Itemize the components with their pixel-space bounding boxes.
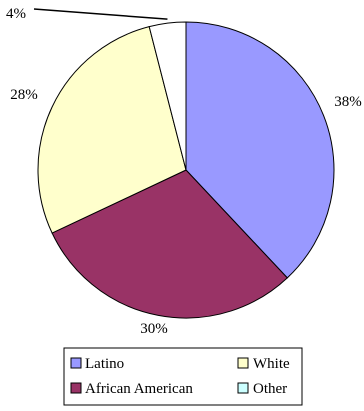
legend-swatch-latino xyxy=(70,357,82,369)
legend-label-latino: Latino xyxy=(85,356,124,372)
slice-label-other: 4% xyxy=(6,6,26,22)
legend-swatch-white xyxy=(237,357,249,369)
slice-label-african-american: 30% xyxy=(140,321,168,337)
legend-label-white: White xyxy=(253,356,290,372)
legend-label-other: Other xyxy=(253,381,287,397)
pie-slice-african-american xyxy=(51,169,289,319)
leader-line-other xyxy=(33,8,168,20)
legend-swatch-african-american xyxy=(70,382,82,394)
legend: Latino White African American Other xyxy=(63,347,303,406)
pie-slice-white xyxy=(37,26,187,234)
slice-labels: 38% 30% 28% 4% xyxy=(6,6,362,337)
pie-slice-latino xyxy=(185,21,335,279)
slice-label-latino: 38% xyxy=(334,94,362,110)
leader-lines xyxy=(33,8,168,20)
legend-swatch-other xyxy=(237,382,249,394)
pie-slice-other xyxy=(148,21,187,171)
slice-label-white: 28% xyxy=(10,87,38,103)
pie-slices xyxy=(37,21,335,319)
legend-box xyxy=(63,347,303,406)
legend-label-african-american: African American xyxy=(85,381,193,397)
